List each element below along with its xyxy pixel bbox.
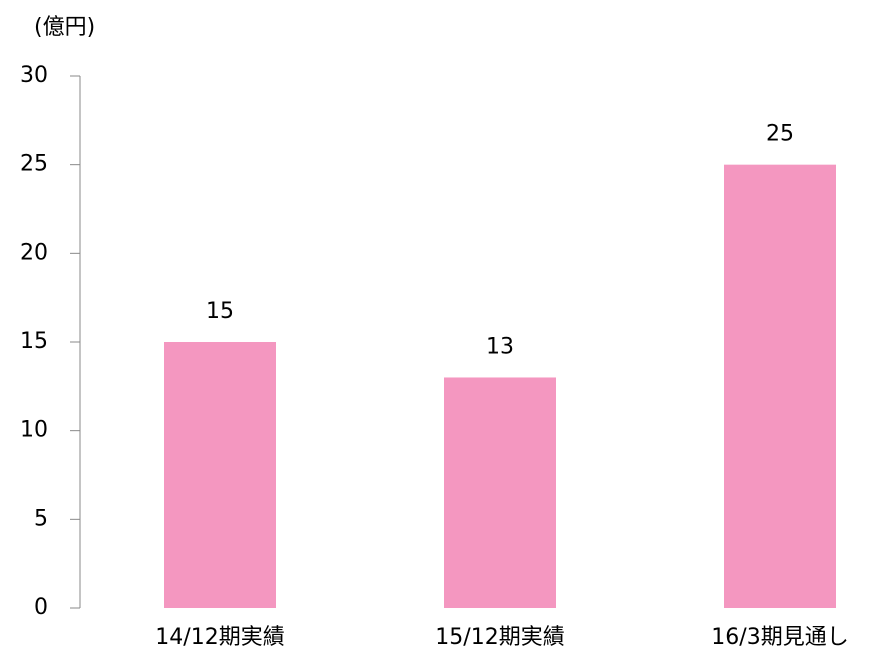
- y-axis-label: (億円): [34, 15, 95, 40]
- y-tick-label: 15: [20, 329, 48, 354]
- bar: [444, 377, 556, 608]
- data-label: 15: [206, 299, 234, 324]
- bar: [164, 342, 276, 608]
- x-tick-label: 16/3期見通し: [711, 625, 848, 650]
- bar: [724, 164, 836, 608]
- y-tick-label: 20: [20, 240, 48, 265]
- y-tick-label: 0: [34, 595, 48, 620]
- data-label: 25: [766, 122, 794, 147]
- y-tick-label: 25: [20, 152, 48, 177]
- x-tick-label: 14/12期実績: [155, 625, 284, 650]
- x-tick-label: 15/12期実績: [435, 625, 564, 650]
- y-tick-label: 5: [34, 506, 48, 531]
- data-label: 13: [486, 334, 514, 359]
- y-tick-label: 30: [20, 63, 48, 88]
- y-tick-label: 10: [20, 418, 48, 443]
